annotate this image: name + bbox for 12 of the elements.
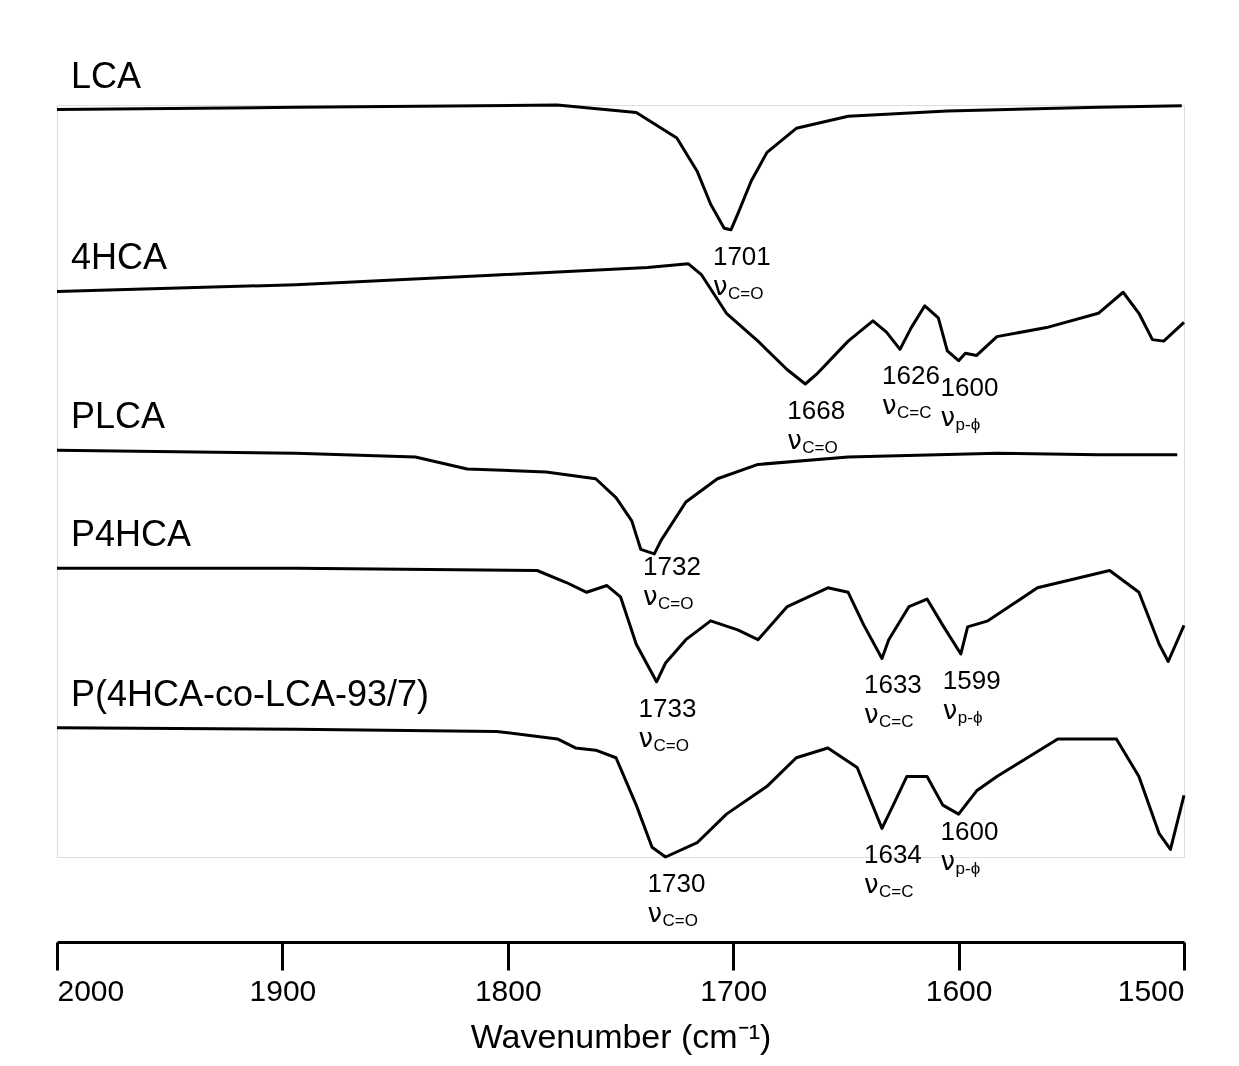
series-label: P(4HCA-co-LCA-93/7) — [71, 672, 430, 714]
series-label: P4HCA — [71, 513, 192, 555]
x-tick-label: 1700 — [700, 973, 768, 1007]
x-tick-label: 2000 — [57, 973, 125, 1007]
x-tick-label: 1900 — [249, 973, 317, 1007]
series-label: 4HCA — [71, 236, 168, 278]
x-tick-label: 1500 — [1117, 973, 1185, 1007]
x-tick-label: 1600 — [925, 973, 993, 1007]
x-tick-label: 1800 — [474, 973, 542, 1007]
series-label: PLCA — [71, 395, 166, 437]
x-axis-title: Wavenumber (cm⁻¹) — [470, 1016, 772, 1055]
series-label: LCA — [71, 54, 142, 96]
